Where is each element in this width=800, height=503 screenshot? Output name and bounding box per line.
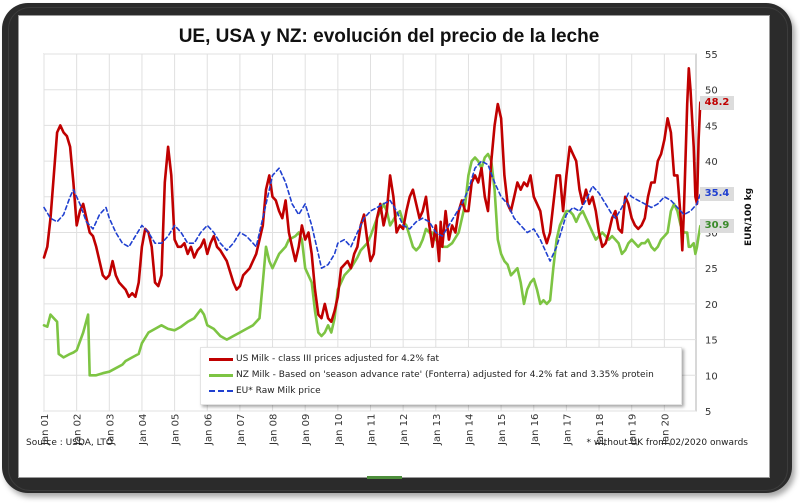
x-tick-label: Jan 01 xyxy=(40,414,51,446)
footnote: * without UK from 02/2020 onwards xyxy=(586,438,749,448)
x-tick-label: Jan 11 xyxy=(367,414,378,446)
x-tick-label: Jan 15 xyxy=(497,414,508,446)
x-tick-label: Jan 12 xyxy=(399,414,410,446)
legend-label: US Milk - class III prices adjusted for … xyxy=(236,354,440,364)
x-tick-label: Jan 09 xyxy=(301,414,312,446)
y-tick-label: 20 xyxy=(705,300,718,311)
series-line-us-milk xyxy=(42,67,702,324)
us-milk-last-value-badge: 48.2 xyxy=(700,95,734,110)
legend-item-nz-milk: NZ Milk - Based on 'season advance rate'… xyxy=(209,368,654,382)
y-tick-label: 10 xyxy=(705,371,718,382)
y-tick-label: 5 xyxy=(705,407,711,418)
x-tick-label: Jan 19 xyxy=(628,414,639,446)
x-tick-label: Jan 07 xyxy=(236,414,247,446)
x-tick-label: Jan 02 xyxy=(73,414,84,446)
x-tick-label: Jan 06 xyxy=(203,414,214,446)
series-lines xyxy=(42,67,702,377)
series-line-eu-milk xyxy=(43,160,702,269)
x-axis-ticks: Jan 01 Jan 02 Jan 03 Jan 04 Jan 05 Jan 06 Jan … xyxy=(40,414,671,446)
legend-label: EU* Raw Milk price xyxy=(236,386,321,396)
legend-item-us-milk: US Milk - class III prices adjusted for … xyxy=(209,352,439,366)
legend-swatch-us xyxy=(209,357,233,361)
y-tick-label: 50 xyxy=(705,86,718,97)
x-tick-label: Jan 10 xyxy=(334,414,345,446)
y-tick-label: 55 xyxy=(705,50,718,61)
frame-edge xyxy=(8,7,788,491)
legend-swatch-nz xyxy=(209,373,233,377)
x-tick-label: Jan 14 xyxy=(464,414,475,446)
x-tick-label: Jan 03 xyxy=(105,414,116,446)
chart-legend: US Milk - class III prices adjusted for … xyxy=(200,347,682,405)
x-tick-label: Jan 20 xyxy=(660,414,671,446)
x-tick-label: Jan 17 xyxy=(562,414,573,446)
x-tick-label: Jan 18 xyxy=(595,414,606,446)
x-tick-label: Jan 08 xyxy=(269,414,280,446)
decorative-accent xyxy=(367,476,402,479)
y-tick-label: 45 xyxy=(705,121,718,132)
y-tick-label: 15 xyxy=(705,336,718,347)
x-tick-label: Jan 13 xyxy=(432,414,443,446)
legend-item-eu-milk: EU* Raw Milk price xyxy=(209,384,321,398)
legend-label: NZ Milk - Based on 'season advance rate'… xyxy=(236,370,654,380)
legend-swatch-eu xyxy=(209,390,233,392)
y-tick-label: 25 xyxy=(705,264,718,275)
source-note: Source : USDA, LTO xyxy=(26,438,113,448)
chart-title: UE, USA y NZ: evolución del precio de la… xyxy=(178,26,600,47)
eu-milk-last-value-badge: 35.4 xyxy=(700,186,734,201)
x-tick-label: Jan 04 xyxy=(138,414,149,446)
nz-milk-last-value-badge: 30.9 xyxy=(700,219,734,234)
y-tick-label: 30 xyxy=(705,229,718,240)
y-tick-label: 40 xyxy=(705,157,718,168)
x-tick-label: Jan 05 xyxy=(171,414,182,446)
x-tick-label: Jan 16 xyxy=(530,414,541,446)
y-axis-label: EUR/100 kg xyxy=(744,187,754,246)
